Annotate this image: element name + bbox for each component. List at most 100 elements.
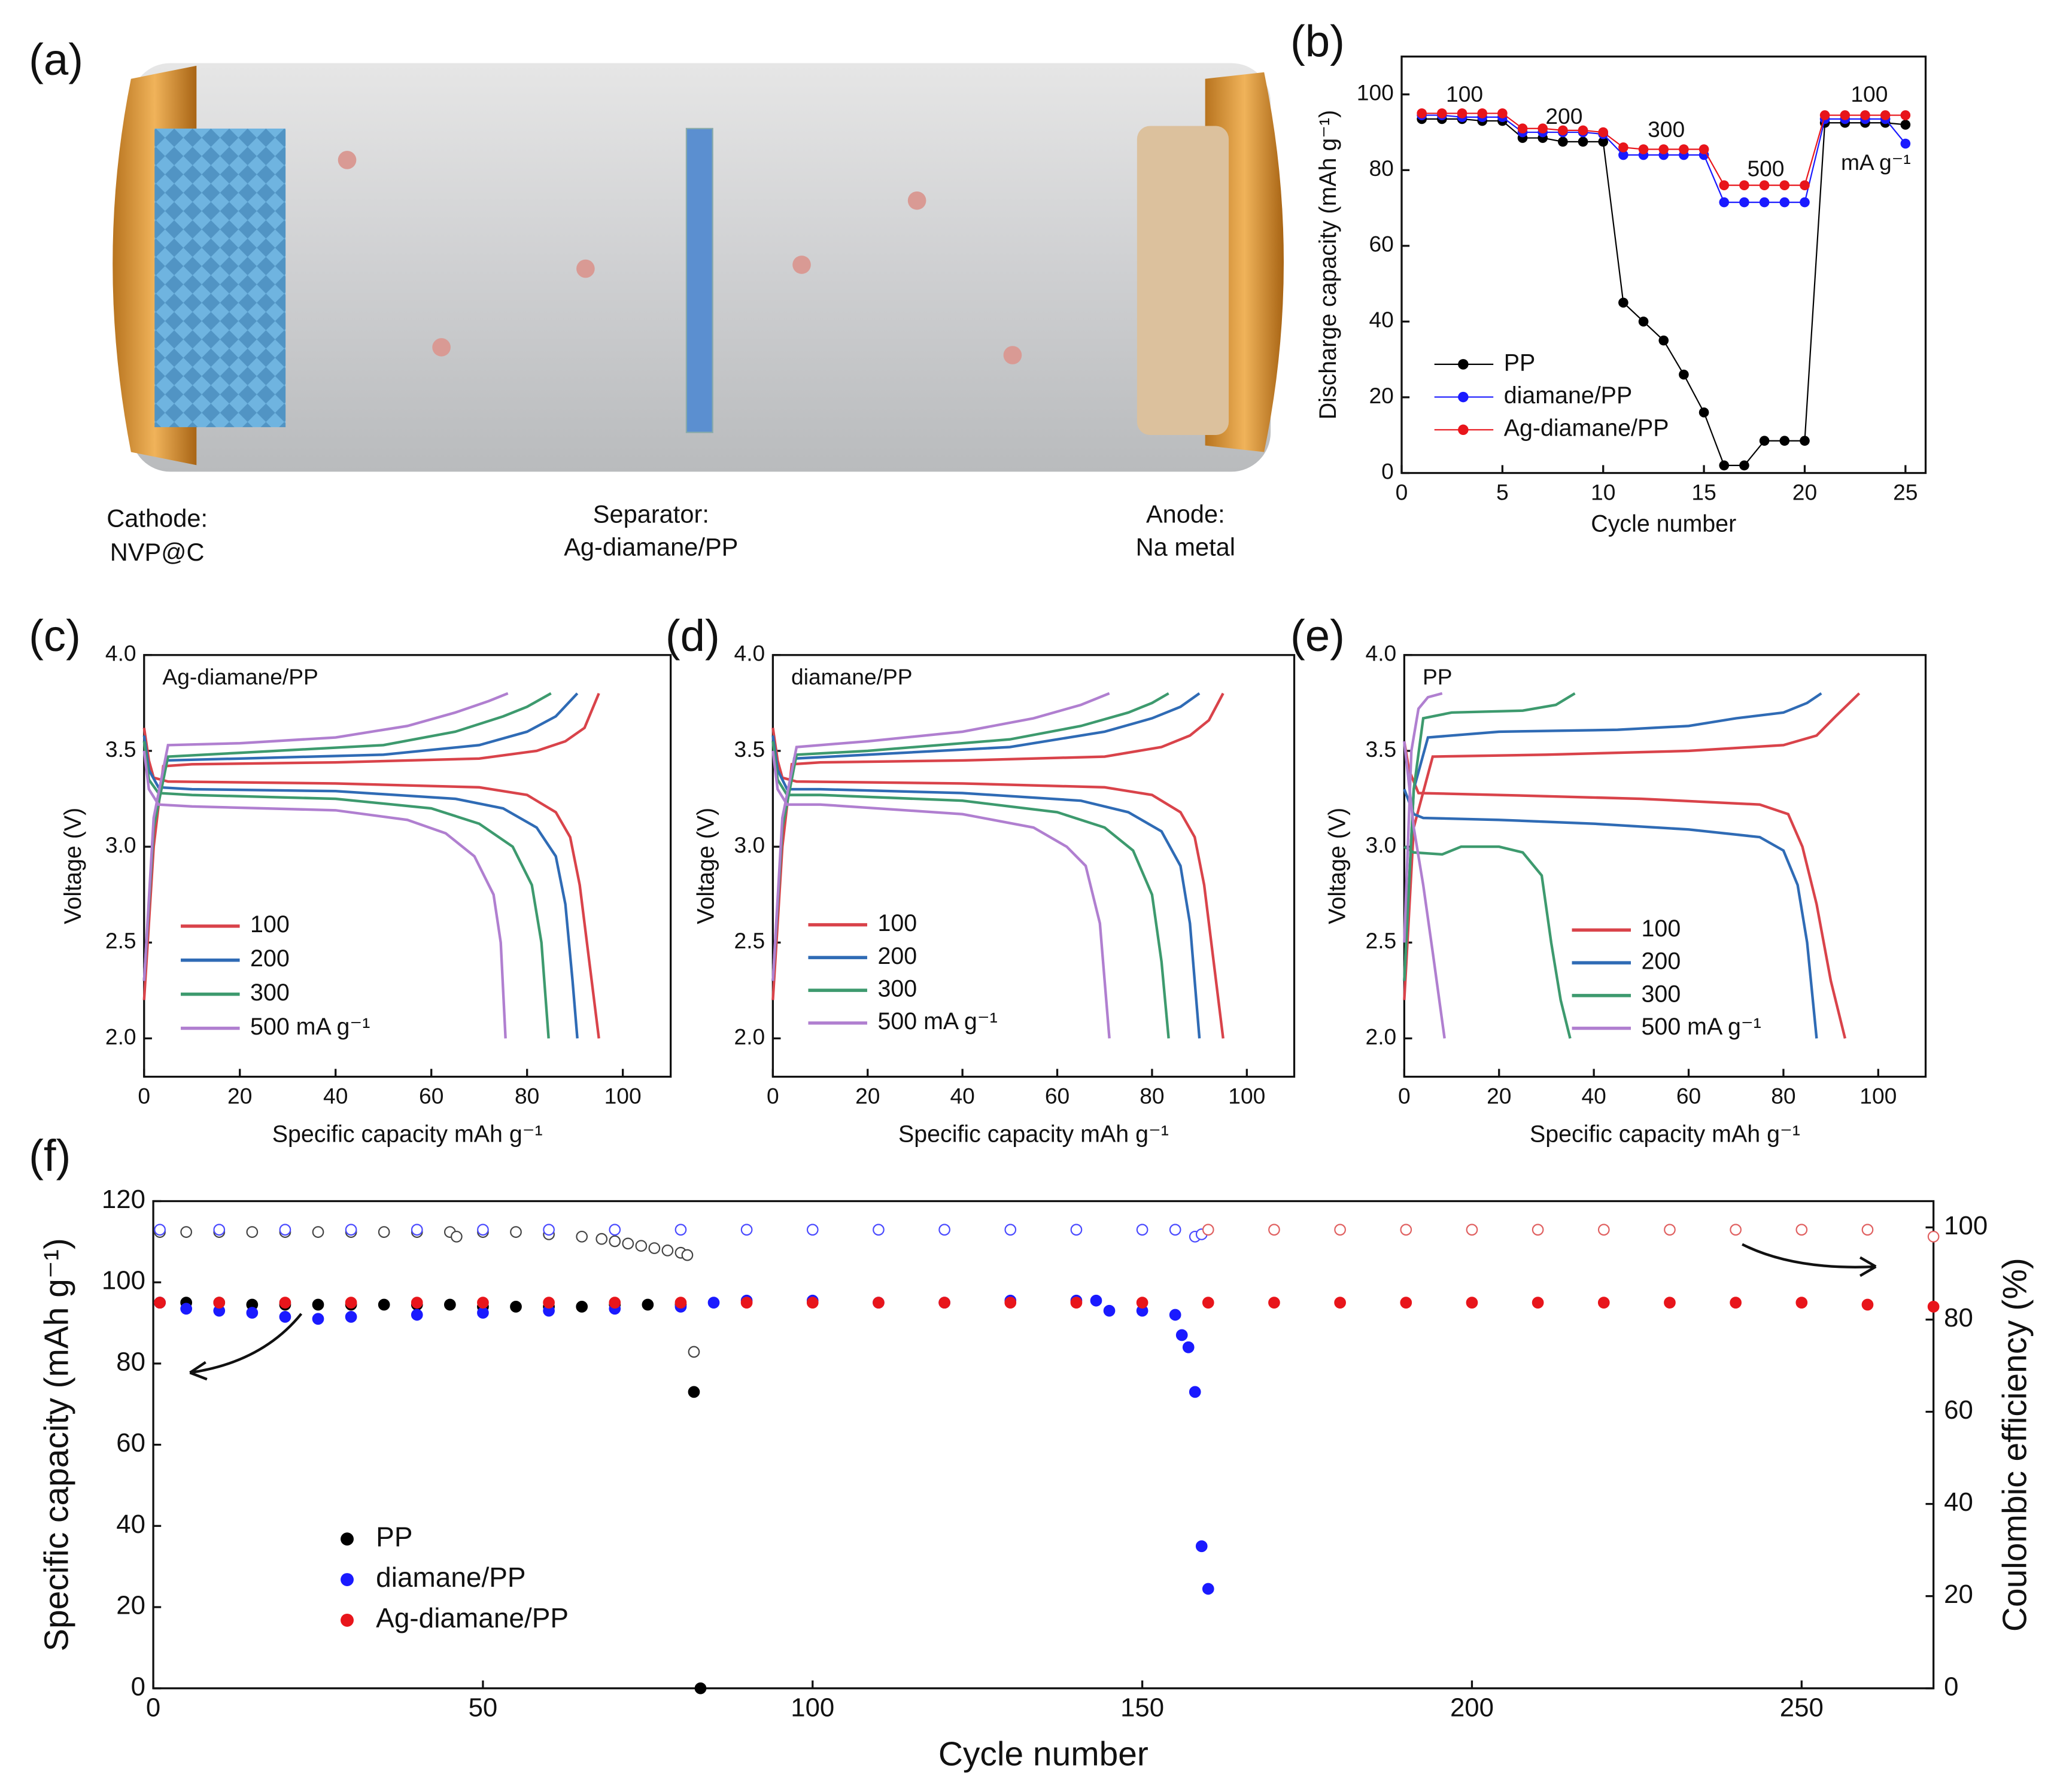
- data-point: [1457, 108, 1467, 118]
- legend-marker: [341, 1532, 354, 1546]
- data-point: [378, 1298, 390, 1311]
- data-point: [707, 1297, 720, 1309]
- series-line: [142, 735, 579, 1039]
- separator-material: Ag-diamane/PP: [564, 533, 738, 561]
- data-point: [1598, 136, 1609, 147]
- y-tick-label: 80: [116, 1347, 145, 1376]
- y-tick-label: 4.0: [105, 641, 136, 666]
- data-point: [609, 1224, 621, 1236]
- cathode-material: NVP@C: [110, 538, 205, 566]
- data-point: [1202, 1583, 1214, 1595]
- data-point: [1202, 1297, 1214, 1309]
- series-line: [1403, 741, 1846, 1039]
- data-point: [873, 1224, 885, 1236]
- data-point: [1169, 1224, 1181, 1236]
- data-point: [1558, 125, 1568, 136]
- data-point: [345, 1224, 357, 1236]
- data-point: [674, 1297, 687, 1309]
- data-point: [1578, 125, 1588, 136]
- data-point: [543, 1224, 555, 1236]
- legend-label: diamane/PP: [1504, 382, 1633, 409]
- data-point: [688, 1346, 700, 1358]
- legend-marker: [341, 1613, 354, 1627]
- data-point: [477, 1224, 489, 1236]
- data-point: [1800, 180, 1810, 190]
- data-point: [595, 1233, 608, 1245]
- panel-title: PP: [1423, 664, 1453, 689]
- y2-tick-label: 20: [1944, 1580, 1973, 1609]
- y-tick-label: 0: [131, 1672, 145, 1701]
- y-axis-label: Voltage (V): [692, 808, 719, 924]
- y-tick-label: 2.5: [1366, 928, 1397, 953]
- legend-marker: [1458, 391, 1469, 403]
- data-point: [477, 1297, 489, 1309]
- data-point: [345, 1297, 357, 1309]
- data-point: [1638, 144, 1649, 154]
- series-line: [771, 735, 1201, 1039]
- y-tick-label: 40: [116, 1510, 145, 1539]
- y-tick-label: 3.5: [1366, 737, 1397, 762]
- legend-marker: [1458, 424, 1469, 436]
- cell-illustration: (a) Cathode: NVP@C Separator: Ag-diamane…: [29, 35, 1284, 566]
- data-point: [1759, 197, 1770, 208]
- y-tick-label: 3.0: [734, 832, 765, 857]
- series-line: [771, 750, 1111, 1039]
- axis-arrows: [189, 1243, 1877, 1381]
- data-point: [1664, 1224, 1676, 1236]
- x-tick-label: 50: [469, 1693, 498, 1722]
- y-tick-label: 0: [1381, 458, 1394, 483]
- data-point: [213, 1297, 226, 1309]
- x-axis-label: Cycle number: [1591, 510, 1736, 537]
- data-point: [1759, 180, 1770, 190]
- x-tick-label: 20: [855, 1083, 880, 1108]
- cathode: [154, 128, 286, 427]
- x-tick-label: 20: [227, 1083, 252, 1108]
- data-point: [1189, 1386, 1201, 1398]
- data-point: [213, 1224, 226, 1236]
- y-tick-label: 80: [1369, 156, 1393, 181]
- annotation: 100: [1851, 81, 1888, 107]
- y-tick-label: 2.0: [734, 1024, 765, 1049]
- series-line: [1403, 845, 1572, 1039]
- legend-label: diamane/PP: [376, 1562, 525, 1593]
- data-point: [279, 1224, 291, 1236]
- data-point: [1739, 197, 1749, 208]
- y-tick-label: 100: [1357, 80, 1394, 105]
- y-tick-label: 3.0: [105, 832, 136, 857]
- legend-label: PP: [1504, 349, 1536, 376]
- x-tick-label: 80: [515, 1083, 539, 1108]
- data-point: [1880, 110, 1891, 120]
- data-point: [1417, 108, 1427, 118]
- legend-label: 300: [877, 975, 917, 1002]
- series-line: [1421, 118, 1906, 466]
- data-point: [648, 1242, 661, 1254]
- anode-label: Anode:: [1146, 500, 1225, 528]
- data-point: [411, 1309, 423, 1321]
- anode-material: Na metal: [1136, 533, 1235, 561]
- data-point: [1719, 197, 1730, 208]
- data-point: [1400, 1297, 1412, 1309]
- data-point: [609, 1297, 621, 1309]
- data-point: [622, 1237, 634, 1250]
- data-point: [1268, 1297, 1280, 1309]
- data-point: [312, 1298, 324, 1311]
- plot-frame: [1403, 654, 1927, 1078]
- y-tick-label: 60: [1369, 232, 1393, 257]
- data-point: [1618, 142, 1628, 153]
- y-axis-label: Discharge capacity (mAh g⁻¹): [1315, 110, 1341, 420]
- panel-label: (b): [1290, 16, 1345, 66]
- annotation: 500: [1747, 156, 1784, 181]
- legend-label: 100: [250, 911, 290, 938]
- arrow-head: [189, 1361, 208, 1381]
- separator: [685, 127, 713, 433]
- plot-frame: [1400, 55, 1927, 474]
- data-point: [740, 1297, 753, 1309]
- data-point: [180, 1303, 193, 1315]
- x-tick-label: 80: [1140, 1083, 1164, 1108]
- data-point: [1195, 1540, 1208, 1553]
- data-point: [411, 1224, 423, 1236]
- panel: (d) 0 20 40 60 80 100 2.0 2.5 3.0 3.5 4.0 Specific c…: [666, 611, 1296, 1147]
- data-point: [1497, 108, 1508, 118]
- x-axis-label: Specific capacity mAh g⁻¹: [898, 1121, 1169, 1147]
